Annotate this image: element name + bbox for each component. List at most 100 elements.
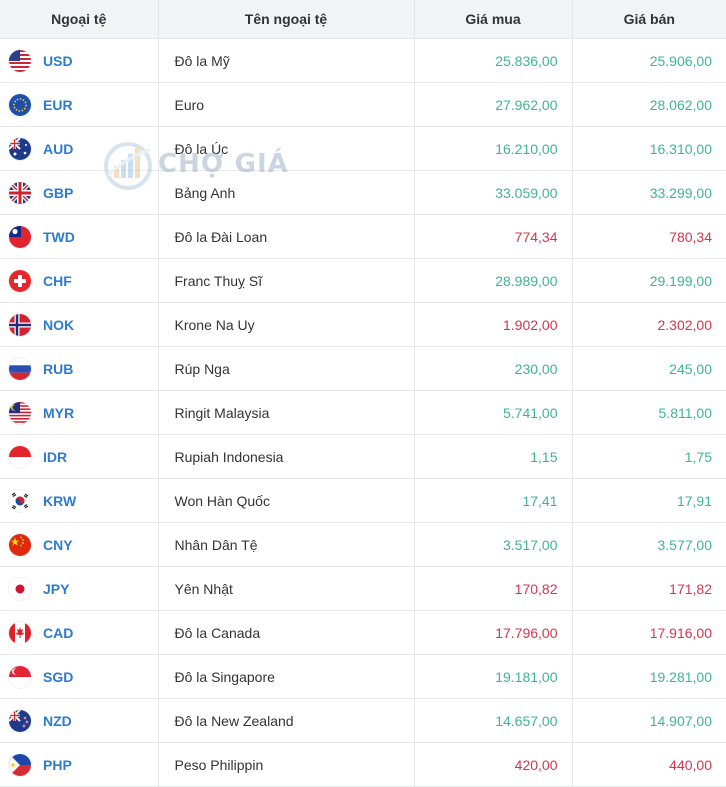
table-row[interactable]: USD Đô la Mỹ 25.836,00 25.906,00 xyxy=(0,38,726,83)
buy-price: 16.210,00 xyxy=(414,126,573,171)
table-header: Ngoại tệ Tên ngoại tệ Giá mua Giá bán xyxy=(0,0,726,39)
buy-price: 1,15 xyxy=(414,434,573,479)
table-row[interactable]: JPY Yên Nhật 170,82 171,82 xyxy=(0,566,726,611)
table-row[interactable]: CHF Franc Thuỵ Sĩ 28.989,00 29.199,00 xyxy=(0,258,726,303)
currency-name: Đô la Mỹ xyxy=(158,38,415,83)
currency-code[interactable]: MYR xyxy=(43,404,75,421)
buy-price: 1.902,00 xyxy=(414,302,573,347)
header-currency-code[interactable]: Ngoại tệ xyxy=(0,0,159,39)
sell-price: 780,34 xyxy=(572,214,726,259)
au-flag-icon xyxy=(9,137,31,160)
currency-name: Krone Na Uy xyxy=(158,302,415,347)
table-body: USD Đô la Mỹ 25.836,00 25.906,00 EUR Euro 27.9… xyxy=(0,38,726,787)
currency-name: Franc Thuỵ Sĩ xyxy=(158,258,415,303)
sell-price: 17.916,00 xyxy=(572,610,726,655)
currency-code-cell: TWD xyxy=(0,214,159,259)
id-flag-icon xyxy=(9,445,31,468)
header-buy-price[interactable]: Giá mua xyxy=(414,0,573,39)
table-row[interactable]: PHP Peso Philippin 420,00 440,00 xyxy=(0,742,726,787)
buy-price: 5.741,00 xyxy=(414,390,573,435)
eu-flag-icon xyxy=(9,93,31,116)
ch-flag-icon xyxy=(9,269,31,292)
table-row[interactable]: SGD Đô la Singapore 19.181,00 19.281,00 xyxy=(0,654,726,699)
table-row[interactable]: TWD Đô la Đài Loan 774,34 780,34 xyxy=(0,214,726,259)
currency-code[interactable]: USD xyxy=(43,52,73,69)
sell-price: 19.281,00 xyxy=(572,654,726,699)
sell-price: 1,75 xyxy=(572,434,726,479)
table-row[interactable]: NZD Đô la New Zealand 14.657,00 14.907,00 xyxy=(0,698,726,743)
currency-code[interactable]: SGD xyxy=(43,668,74,685)
currency-name: Yên Nhật xyxy=(158,566,415,611)
buy-price: 19.181,00 xyxy=(414,654,573,699)
tw-flag-icon xyxy=(9,225,31,248)
ph-flag-icon xyxy=(9,753,31,776)
buy-price: 33.059,00 xyxy=(414,170,573,215)
buy-price: 3.517,00 xyxy=(414,522,573,567)
sell-price: 28.062,00 xyxy=(572,82,726,127)
table-row[interactable]: AUD Đô la Úc 16.210,00 16.310,00 xyxy=(0,126,726,171)
sell-price: 14.907,00 xyxy=(572,698,726,743)
sell-price: 29.199,00 xyxy=(572,258,726,303)
currency-code[interactable]: CAD xyxy=(43,624,74,641)
currency-code[interactable]: AUD xyxy=(43,140,74,157)
currency-name: Đô la Singapore xyxy=(158,654,415,699)
sell-price: 440,00 xyxy=(572,742,726,787)
table-row[interactable]: KRW Won Hàn Quốc 17,41 17,91 xyxy=(0,478,726,523)
table-row[interactable]: EUR Euro 27.962,00 28.062,00 xyxy=(0,82,726,127)
currency-code[interactable]: GBP xyxy=(43,184,74,201)
buy-price: 774,34 xyxy=(414,214,573,259)
buy-price: 230,00 xyxy=(414,346,573,391)
sell-price: 25.906,00 xyxy=(572,38,726,83)
table-row[interactable]: GBP Bảng Anh 33.059,00 33.299,00 xyxy=(0,170,726,215)
currency-code-cell: NOK xyxy=(0,302,159,347)
currency-code-cell: USD xyxy=(0,38,159,83)
currency-code-cell: CAD xyxy=(0,610,159,655)
sell-price: 16.310,00 xyxy=(572,126,726,171)
currency-code[interactable]: CHF xyxy=(43,272,72,289)
jp-flag-icon xyxy=(9,577,31,600)
table-row[interactable]: CNY Nhân Dân Tệ 3.517,00 3.577,00 xyxy=(0,522,726,567)
no-flag-icon xyxy=(9,313,31,336)
sell-price: 33.299,00 xyxy=(572,170,726,215)
buy-price: 25.836,00 xyxy=(414,38,573,83)
buy-price: 14.657,00 xyxy=(414,698,573,743)
currency-code-cell: PHP xyxy=(0,742,159,787)
currency-code[interactable]: CNY xyxy=(43,536,73,553)
table-row[interactable]: IDR Rupiah Indonesia 1,15 1,75 xyxy=(0,434,726,479)
currency-code[interactable]: KRW xyxy=(43,492,77,509)
currency-code[interactable]: RUB xyxy=(43,360,74,377)
currency-code-cell: CNY xyxy=(0,522,159,567)
table-row[interactable]: NOK Krone Na Uy 1.902,00 2.302,00 xyxy=(0,302,726,347)
currency-code-cell: GBP xyxy=(0,170,159,215)
currency-name: Đô la New Zealand xyxy=(158,698,415,743)
table-row[interactable]: RUB Rúp Nga 230,00 245,00 xyxy=(0,346,726,391)
sell-price: 17,91 xyxy=(572,478,726,523)
currency-code[interactable]: EUR xyxy=(43,96,73,113)
currency-name: Rúp Nga xyxy=(158,346,415,391)
currency-code[interactable]: IDR xyxy=(43,448,68,465)
currency-code-cell: KRW xyxy=(0,478,159,523)
nz-flag-icon xyxy=(9,709,31,732)
currency-code[interactable]: PHP xyxy=(43,756,72,773)
buy-price: 17.796,00 xyxy=(414,610,573,655)
currency-code[interactable]: NZD xyxy=(43,712,72,729)
currency-name: Đô la Canada xyxy=(158,610,415,655)
buy-price: 28.989,00 xyxy=(414,258,573,303)
table-row[interactable]: CAD Đô la Canada 17.796,00 17.916,00 xyxy=(0,610,726,655)
sell-price: 3.577,00 xyxy=(572,522,726,567)
currency-code[interactable]: TWD xyxy=(43,228,75,245)
sell-price: 2.302,00 xyxy=(572,302,726,347)
ru-flag-icon xyxy=(9,357,31,380)
my-flag-icon xyxy=(9,401,31,424)
ca-flag-icon xyxy=(9,621,31,644)
header-currency-name[interactable]: Tên ngoại tệ xyxy=(158,0,415,39)
currency-name: Đô la Đài Loan xyxy=(158,214,415,259)
header-sell-price[interactable]: Giá bán xyxy=(572,0,726,39)
currency-name: Đô la Úc xyxy=(158,126,415,171)
currency-code-cell: IDR xyxy=(0,434,159,479)
buy-price: 420,00 xyxy=(414,742,573,787)
currency-code[interactable]: JPY xyxy=(43,580,70,597)
currency-code-cell: CHF xyxy=(0,258,159,303)
table-row[interactable]: MYR Ringit Malaysia 5.741,00 5.811,00 xyxy=(0,390,726,435)
currency-code[interactable]: NOK xyxy=(43,316,75,333)
